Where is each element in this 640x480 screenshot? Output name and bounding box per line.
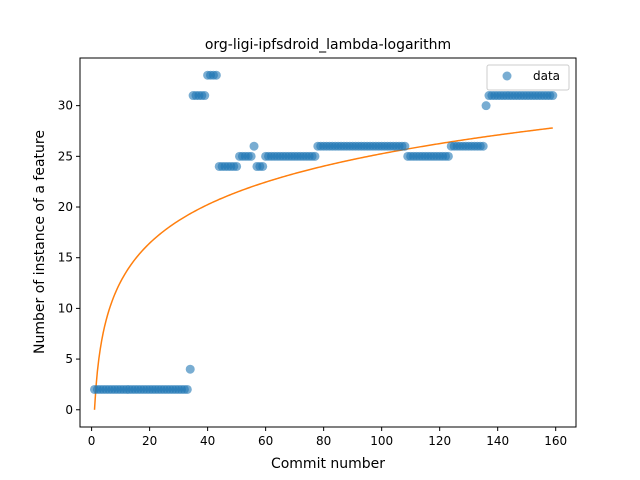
x-tick-label: 140 [486, 434, 509, 448]
y-tick-label: 5 [65, 352, 73, 366]
x-tick-label: 0 [88, 434, 96, 448]
legend: data [486, 64, 570, 91]
chart-title: org-ligi-ipfsdroid_lambda-logarithm [205, 37, 451, 53]
y-tick-label: 15 [58, 251, 73, 265]
data-point [200, 91, 210, 101]
y-tick-label: 25 [58, 149, 73, 163]
data-point [258, 161, 268, 171]
y-tick-label: 30 [58, 99, 73, 113]
x-tick-label: 120 [428, 434, 451, 448]
y-tick-label: 10 [58, 301, 73, 315]
x-tick-label: 80 [316, 434, 331, 448]
legend-box [486, 64, 570, 91]
data-point [249, 141, 259, 151]
data-point [443, 151, 453, 161]
x-tick-label: 60 [258, 434, 273, 448]
x-tick-label: 20 [142, 434, 157, 448]
fit-line-series [93, 127, 553, 410]
data-point [400, 141, 410, 151]
x-tick-label: 160 [544, 434, 567, 448]
x-axis-label: Commit number [271, 456, 385, 472]
plot-area [90, 70, 558, 410]
x-tick-label: 100 [370, 434, 393, 448]
y-tick-label: 20 [58, 200, 73, 214]
legend-label: data [533, 69, 560, 83]
data-point [246, 151, 256, 161]
data-point [548, 91, 558, 101]
x-tick-label: 40 [200, 434, 215, 448]
data-point [185, 364, 195, 374]
data-point [232, 161, 242, 171]
y-tick-label: 0 [65, 403, 73, 417]
data-point [478, 141, 488, 151]
legend-marker [502, 71, 512, 81]
data-point [211, 70, 221, 80]
data-point [481, 101, 491, 111]
data-point [310, 151, 320, 161]
data-points-series [90, 70, 558, 394]
plot-frame [79, 57, 577, 428]
y-axis: 0 5 10 15 20 25 30 [58, 99, 80, 417]
y-axis-label: Number of instance of a feature [32, 130, 48, 354]
data-point [182, 384, 192, 394]
fit-line [93, 127, 553, 410]
x-axis: 0 20 40 60 80 100 120 140 160 [88, 427, 567, 448]
